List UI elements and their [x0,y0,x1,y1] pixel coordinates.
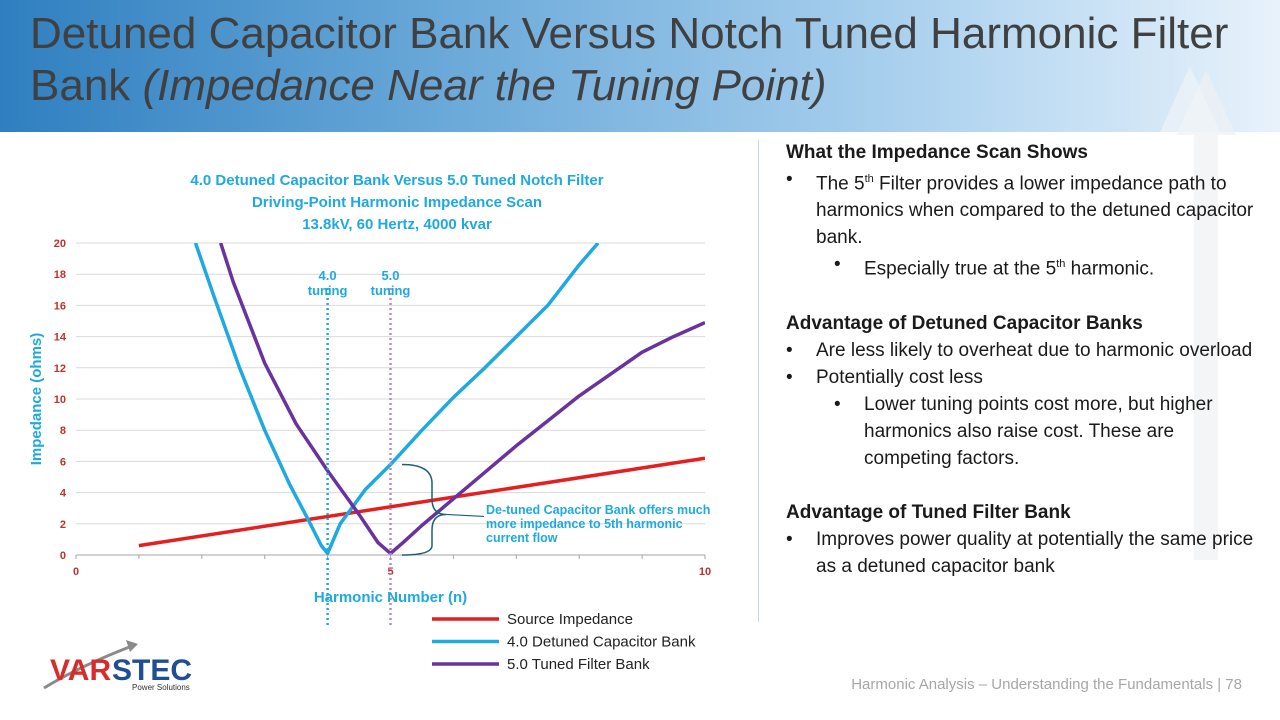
tuning-label-text: tuning [371,283,411,298]
tuning-label-text: tuning [308,283,348,298]
impedance-chart: 4.0 Detuned Capacitor Bank Versus 5.0 Tu… [28,172,711,673]
y-tick-label: 18 [54,269,66,281]
header-banner [0,0,1280,132]
logo-var: VAR [50,654,111,687]
logo-graphic: VAR STEC Power Solutions [43,640,192,692]
chart-grid [75,242,706,559]
legend-label: 5.0 Tuned Filter Bank [507,656,650,673]
legend-label: Source Impedance [507,611,633,628]
x-tick-label: 10 [699,566,711,578]
y-tick-label: 8 [60,425,66,437]
y-tick-label: 0 [60,550,66,562]
impedance-notes: What the Impedance Scan Shows The 5th Fi… [786,139,1256,580]
divider [758,140,759,622]
x-tick-label: 0 [73,566,79,578]
series-line-2 [219,243,705,555]
heading-detuned: Advantage of Detuned Capacitor Banks [786,312,1143,334]
title-main: Detuned Capacitor Bank Versus Notch Tune… [30,9,1229,110]
chart-title: 4.0 Detuned Capacitor Bank Versus 5.0 Tu… [190,172,603,233]
y-tick-label: 14 [54,332,67,344]
annotation-text: De-tuned Capacitor Bank offers much more … [486,503,710,545]
heading-tuned: Advantage of Tuned Filter Bank [786,501,1071,523]
y-axis-label: Impedance (ohms) [28,333,45,466]
y-tick-label: 12 [54,363,66,375]
y-tick-label: 6 [60,456,66,468]
y-tick-label: 10 [54,394,66,406]
page-title: Detuned Capacitor Bank Versus Notch Tune… [30,8,1250,112]
annotation-leader [445,513,485,518]
varstec-logo: VAR STEC Power Solutions [40,636,200,697]
bullet-filter: The 5th Filter provides a lower impedanc… [786,166,1256,251]
bullet-cost: Potentially cost less [786,364,1256,391]
title-italic: (Impedance Near the Tuning Point) [142,61,827,110]
y-tick-label: 4 [60,488,67,500]
tuning-label-value: 5.0 [381,268,399,283]
y-tick-labels: 0 2 4 6 8 10 12 14 16 18 20 [54,238,67,562]
x-tick-labels: 0 5 10 [73,566,711,578]
logo-stec: STEC [112,654,192,687]
annotation: De-tuned Capacitor Bank offers much more … [401,463,710,556]
chart-series [138,243,705,555]
y-tick-label: 2 [60,519,66,531]
legend-label: 4.0 Detuned Capacitor Bank [507,634,696,651]
chart-title-line: 4.0 Detuned Capacitor Bank Versus 5.0 Tu… [190,172,603,189]
bullet-fifth: Especially true at the 5th harmonic. [786,251,1256,282]
bullet-overheat: Are less likely to overheat due to harmo… [786,337,1256,364]
footer-text: Harmonic Analysis – Understanding the Fu… [851,676,1242,693]
y-tick-label: 16 [54,300,66,312]
logo-sub: Power Solutions [132,683,190,692]
chart-legend: Source Impedance 4.0 Detuned Capacitor Ba… [432,611,696,673]
chart-title-line: Driving-Point Harmonic Impedance Scan [252,194,542,211]
y-tick-label: 20 [54,238,66,250]
heading-scan: What the Impedance Scan Shows [786,142,1088,163]
bullet-tuning-cost: Lower tuning points cost more, but highe… [786,391,1256,472]
chart-title-line: 13.8kV, 60 Hertz, 4000 kvar [302,216,492,233]
x-tick-label: 5 [387,566,393,578]
bullet-power-quality: Improves power quality at potentially th… [786,526,1256,580]
tuning-label-value: 4.0 [319,268,337,283]
series-line-0 [138,456,705,548]
x-axis-label: Harmonic Number (n) [314,589,467,606]
